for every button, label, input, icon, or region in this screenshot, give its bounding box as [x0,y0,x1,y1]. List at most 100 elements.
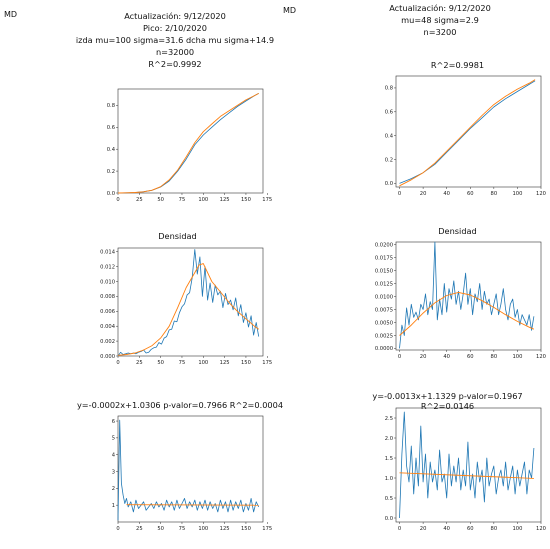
left-cumulative-plot: 0 25 50 75 100 125 150 175 0.0 0.2 0.4 0.6 0.8 [107,88,272,203]
y-tick-label: 1 [112,503,115,509]
x-tick-label: 60 [467,526,474,532]
x-tick-label: 50 [157,197,164,203]
sample-size: n=3200 [423,27,457,37]
y-tick-label: 0.014 [100,250,116,256]
data-line [117,249,260,357]
x-tick-label: 0 [398,191,401,197]
y-tick-label: 0.0050 [375,320,393,326]
plot-frame [117,247,264,357]
x-tick-label: 40 [443,191,450,197]
x-tick-label: 120 [536,191,546,197]
data-line [117,93,259,194]
left-header: Actualización: 9/12/2020 Pico: 2/10/2020… [55,10,295,70]
x-tick-label: 100 [198,197,208,203]
fit-line [126,504,259,506]
x-tick-label: 0 [116,197,119,203]
plot-frame [395,407,542,523]
y-tick-label: 0.004 [100,324,116,330]
y-tick-label: 2 [112,486,115,492]
fit-line [399,291,535,336]
x-tick-label: 60 [467,354,474,360]
chart-title: y=-0.0013x+1.1329 p-valor=0.1967 R^2=0.0… [372,391,523,411]
fit-params: izda mu=100 sigma=31.6 dcha mu sigma+14.… [75,35,275,45]
left-ratio-plot: 0 25 50 75 100 125 150 175 1 2 3 4 5 6 [112,415,272,532]
y-tick-label: 2.0 [385,436,393,442]
plot-frame [117,88,264,194]
x-tick-label: 50 [157,526,164,532]
x-tick-label: 75 [179,360,186,366]
fit-line [399,472,534,479]
y-tick-label: 0.010 [100,279,115,285]
y-tick-label: 0.2 [385,157,393,163]
x-tick-label: 100 [512,354,522,360]
y-tick-label: 2.5 [385,416,393,422]
r-squared: R^2=0.9992 [148,59,202,69]
chart-title: R^2=0.9981 [430,60,485,70]
right-header: Actualización: 9/12/2020 mu=48 sigma=2.9… [340,2,540,38]
x-tick-label: 25 [136,197,143,203]
update-date: Actualización: 9/12/2020 [124,11,226,21]
fit-line [117,93,259,194]
right-density-plot: 0 20 40 60 80 100 120 0.0000 0.0025 0.0050 0.0075 0… [375,241,546,360]
x-tick-label: 100 [198,360,208,366]
y-tick-label: 0.006 [100,309,115,315]
x-tick-label: 20 [420,354,427,360]
y-tick-label: 1.5 [385,456,393,462]
y-tick-label: 5 [112,436,115,442]
data-line [399,80,536,184]
x-tick-label: 175 [262,526,272,532]
y-tick-label: 0.8 [107,103,115,109]
x-tick-label: 100 [198,526,208,532]
x-tick-label: 40 [443,354,450,360]
corner-label-left: MD [4,10,18,19]
x-tick-label: 20 [420,191,427,197]
y-tick-label: 0.0 [385,181,393,187]
x-tick-label: 100 [512,526,522,532]
y-tick-label: 0.0150 [375,268,393,274]
data-line [399,241,535,349]
x-tick-label: 75 [179,197,186,203]
x-tick-label: 40 [443,526,450,532]
y-tick-label: 0.012 [100,264,115,270]
x-tick-label: 120 [536,354,546,360]
fit-line [399,79,536,187]
y-tick-label: 0.0 [385,516,393,522]
x-tick-label: 80 [491,526,498,532]
fit-line [117,263,259,356]
x-tick-label: 125 [220,360,230,366]
x-tick-label: 175 [262,197,272,203]
chart-title: Densidad [438,226,477,236]
right-ratio-plot: 0 20 40 60 80 100 120 0.0 0.5 1.0 1.5 2.0 2.5 [385,407,546,532]
x-tick-label: 0 [398,526,401,532]
data-line [399,411,535,519]
x-tick-label: 60 [467,191,474,197]
chart-title: y=-0.0002x+1.0306 p-valor=0.7966 R^2=0.0… [76,400,284,410]
y-tick-label: 4 [112,452,116,458]
y-tick-label: 0.0200 [375,242,393,248]
y-tick-label: 0.000 [100,354,115,360]
left-density-plot: 0 25 50 75 100 125 150 175 0.000 0.002 0.004 0.006 0… [100,247,272,366]
x-tick-label: 150 [241,197,251,203]
x-tick-label: 150 [241,526,251,532]
y-tick-label: 0.0 [107,191,115,197]
x-tick-label: 0 [116,526,119,532]
y-tick-label: 0.4 [107,147,116,153]
y-tick-label: 0.4 [385,133,394,139]
x-tick-label: 0 [116,360,119,366]
y-tick-label: 0.0000 [375,346,393,352]
y-tick-label: 0.5 [385,496,393,502]
x-tick-label: 75 [179,526,186,532]
y-tick-label: 3 [112,469,115,475]
x-tick-label: 175 [262,360,272,366]
y-tick-label: 0.8 [385,86,393,92]
y-tick-label: 0.008 [100,294,115,300]
x-tick-label: 80 [491,191,498,197]
y-tick-label: 0.0100 [375,294,393,300]
right-cumulative-plot: 0 20 40 60 80 100 120 0.0 0.2 0.4 0.6 0.8 [385,75,546,197]
x-tick-label: 125 [220,526,230,532]
x-tick-label: 80 [491,354,498,360]
plot-frame [117,415,264,523]
x-tick-label: 50 [157,360,164,366]
x-tick-label: 150 [241,360,251,366]
y-tick-label: 0.0075 [375,307,393,313]
